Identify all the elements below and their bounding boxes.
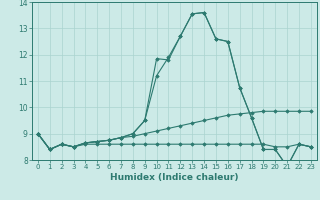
X-axis label: Humidex (Indice chaleur): Humidex (Indice chaleur) <box>110 173 239 182</box>
